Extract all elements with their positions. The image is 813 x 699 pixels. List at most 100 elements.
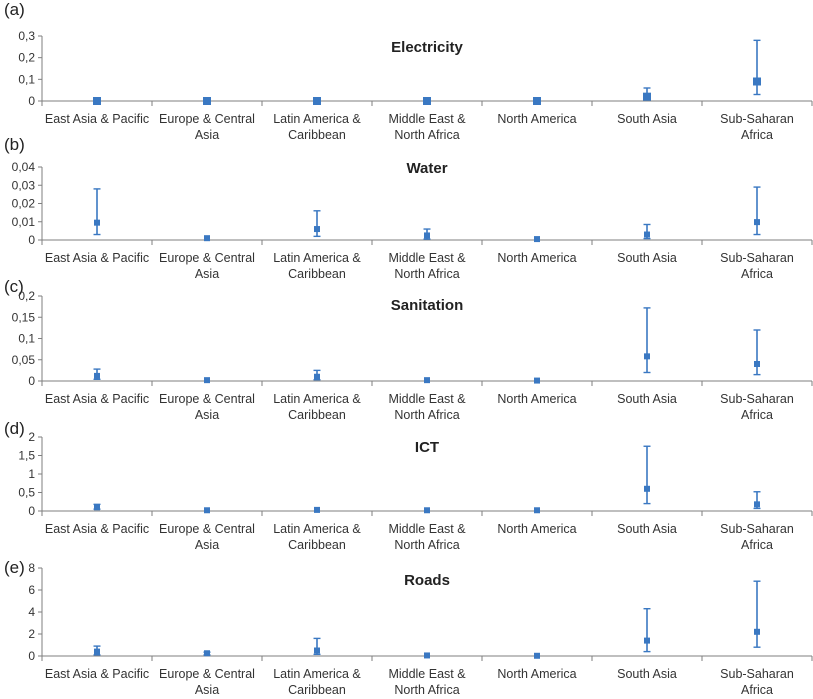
data-point: [424, 377, 430, 384]
chart-water: 0 0,01 0,02 0,03 0,04 East Asia & Pacific Euro…: [12, 160, 813, 281]
category-label: South Asia: [617, 667, 677, 681]
category-label: Sub-Saharan: [720, 392, 794, 406]
y-tick-label: 8: [28, 561, 35, 575]
category-label: Africa: [741, 408, 773, 422]
y-tick-label: 0,1: [18, 72, 35, 86]
category-label: Europe & Central: [159, 392, 255, 406]
category-label: Middle East &: [388, 522, 466, 536]
panel-letter: (b): [4, 135, 25, 154]
y-tick-label: 0,1: [18, 332, 35, 346]
data-point: [204, 650, 210, 657]
category-label: Middle East &: [388, 251, 466, 265]
category-label: North America: [497, 522, 576, 536]
data-point: [644, 353, 650, 360]
category-label: Europe & Central: [159, 251, 255, 265]
y-tick-label: 0: [28, 649, 35, 663]
data-point: [204, 507, 210, 514]
data-point: [424, 232, 430, 239]
category-label: Sub-Saharan: [720, 522, 794, 536]
category-label: Latin America &: [273, 667, 361, 681]
category-label: Asia: [195, 683, 219, 697]
y-tick-label: 4: [28, 605, 35, 619]
category-label: North Africa: [394, 683, 459, 697]
y-tick-label: 0,01: [12, 215, 36, 229]
category-label: East Asia & Pacific: [45, 667, 149, 681]
data-point: [94, 504, 100, 511]
category-label: Africa: [741, 128, 773, 142]
chart-title: Water: [406, 160, 447, 177]
chart-electricity: 0 0,1 0,2 0,3 East Asia & Pacific Europe & Ce…: [18, 29, 813, 142]
category-label: Latin America &: [273, 522, 361, 536]
category-label: East Asia & Pacific: [45, 392, 149, 406]
category-label: Asia: [195, 408, 219, 422]
category-label: North Africa: [394, 267, 459, 281]
category-label: Latin America &: [273, 251, 361, 265]
data-point: [93, 97, 101, 105]
category-label: North America: [497, 667, 576, 681]
y-tick-label: 0,02: [12, 197, 36, 211]
y-tick-label: 0,05: [12, 353, 36, 367]
y-tick-label: 2: [28, 627, 35, 641]
y-tick-label: 0,5: [18, 486, 35, 500]
category-label: Caribbean: [288, 128, 346, 142]
data-point: [644, 231, 650, 238]
data-point: [534, 652, 540, 659]
data-point: [203, 97, 211, 105]
category-label: South Asia: [617, 251, 677, 265]
data-point: [94, 648, 100, 655]
y-tick-label: 0,15: [12, 310, 36, 324]
data-point: [314, 226, 320, 233]
panel-ict: (d) 0 0,5 1 1,5 2 East Asia & Pacific Europe &…: [0, 419, 813, 559]
data-point: [314, 647, 320, 654]
y-tick-label: 0: [28, 504, 35, 518]
category-label: Asia: [195, 538, 219, 552]
data-point: [533, 97, 541, 105]
category-label: Latin America &: [273, 112, 361, 126]
y-tick-label: 0,2: [18, 289, 35, 303]
y-tick-label: 0: [28, 94, 35, 108]
data-point: [754, 628, 760, 635]
chart-sanitation: 0 0,05 0,1 0,15 0,2 East Asia & Pacific Europe…: [12, 289, 813, 422]
category-label: South Asia: [617, 392, 677, 406]
y-tick-label: 1,5: [18, 449, 35, 463]
panel-letter: (e): [4, 558, 25, 577]
category-label: North America: [497, 251, 576, 265]
category-label: East Asia & Pacific: [45, 522, 149, 536]
chart-title: Roads: [404, 572, 450, 589]
category-label: Middle East &: [388, 667, 466, 681]
panel-sanitation: (c) 0 0,05 0,1 0,15 0,2 East Asia & Pacific Eu…: [0, 277, 813, 422]
data-point: [204, 235, 210, 242]
category-label: Africa: [741, 683, 773, 697]
data-point: [534, 377, 540, 384]
category-label: Caribbean: [288, 408, 346, 422]
data-point: [94, 372, 100, 379]
category-label: Middle East &: [388, 392, 466, 406]
data-point: [314, 373, 320, 380]
category-label: Caribbean: [288, 538, 346, 552]
category-label: Europe & Central: [159, 112, 255, 126]
panel-roads: (e) 0 2 4 6 8 East Asia & Pacific Europe & Cen…: [0, 558, 813, 699]
y-tick-label: 1: [28, 467, 35, 481]
y-tick-label: 0: [28, 233, 35, 247]
chart-ict: 0 0,5 1 1,5 2 East Asia & Pacific Europe & Cen…: [18, 430, 813, 552]
category-label: Africa: [741, 538, 773, 552]
category-label: Asia: [195, 267, 219, 281]
y-tick-label: 0: [28, 374, 35, 388]
category-label: Sub-Saharan: [720, 251, 794, 265]
y-tick-label: 0,04: [12, 160, 36, 174]
category-label: Africa: [741, 267, 773, 281]
category-label: Caribbean: [288, 683, 346, 697]
data-point: [534, 236, 540, 243]
panel-electricity: (a) 0 0,1 0,2 0,3 East Asia & Pacific Europe …: [0, 0, 813, 146]
category-label: North Africa: [394, 538, 459, 552]
chart-title: ICT: [415, 439, 439, 456]
data-point: [313, 97, 321, 105]
data-point: [644, 637, 650, 644]
chart-title: Electricity: [391, 39, 463, 56]
data-point: [754, 361, 760, 367]
chart-title: Sanitation: [391, 297, 464, 314]
category-label: Caribbean: [288, 267, 346, 281]
y-tick-label: 2: [28, 430, 35, 444]
data-point: [754, 501, 760, 508]
category-label: East Asia & Pacific: [45, 112, 149, 126]
